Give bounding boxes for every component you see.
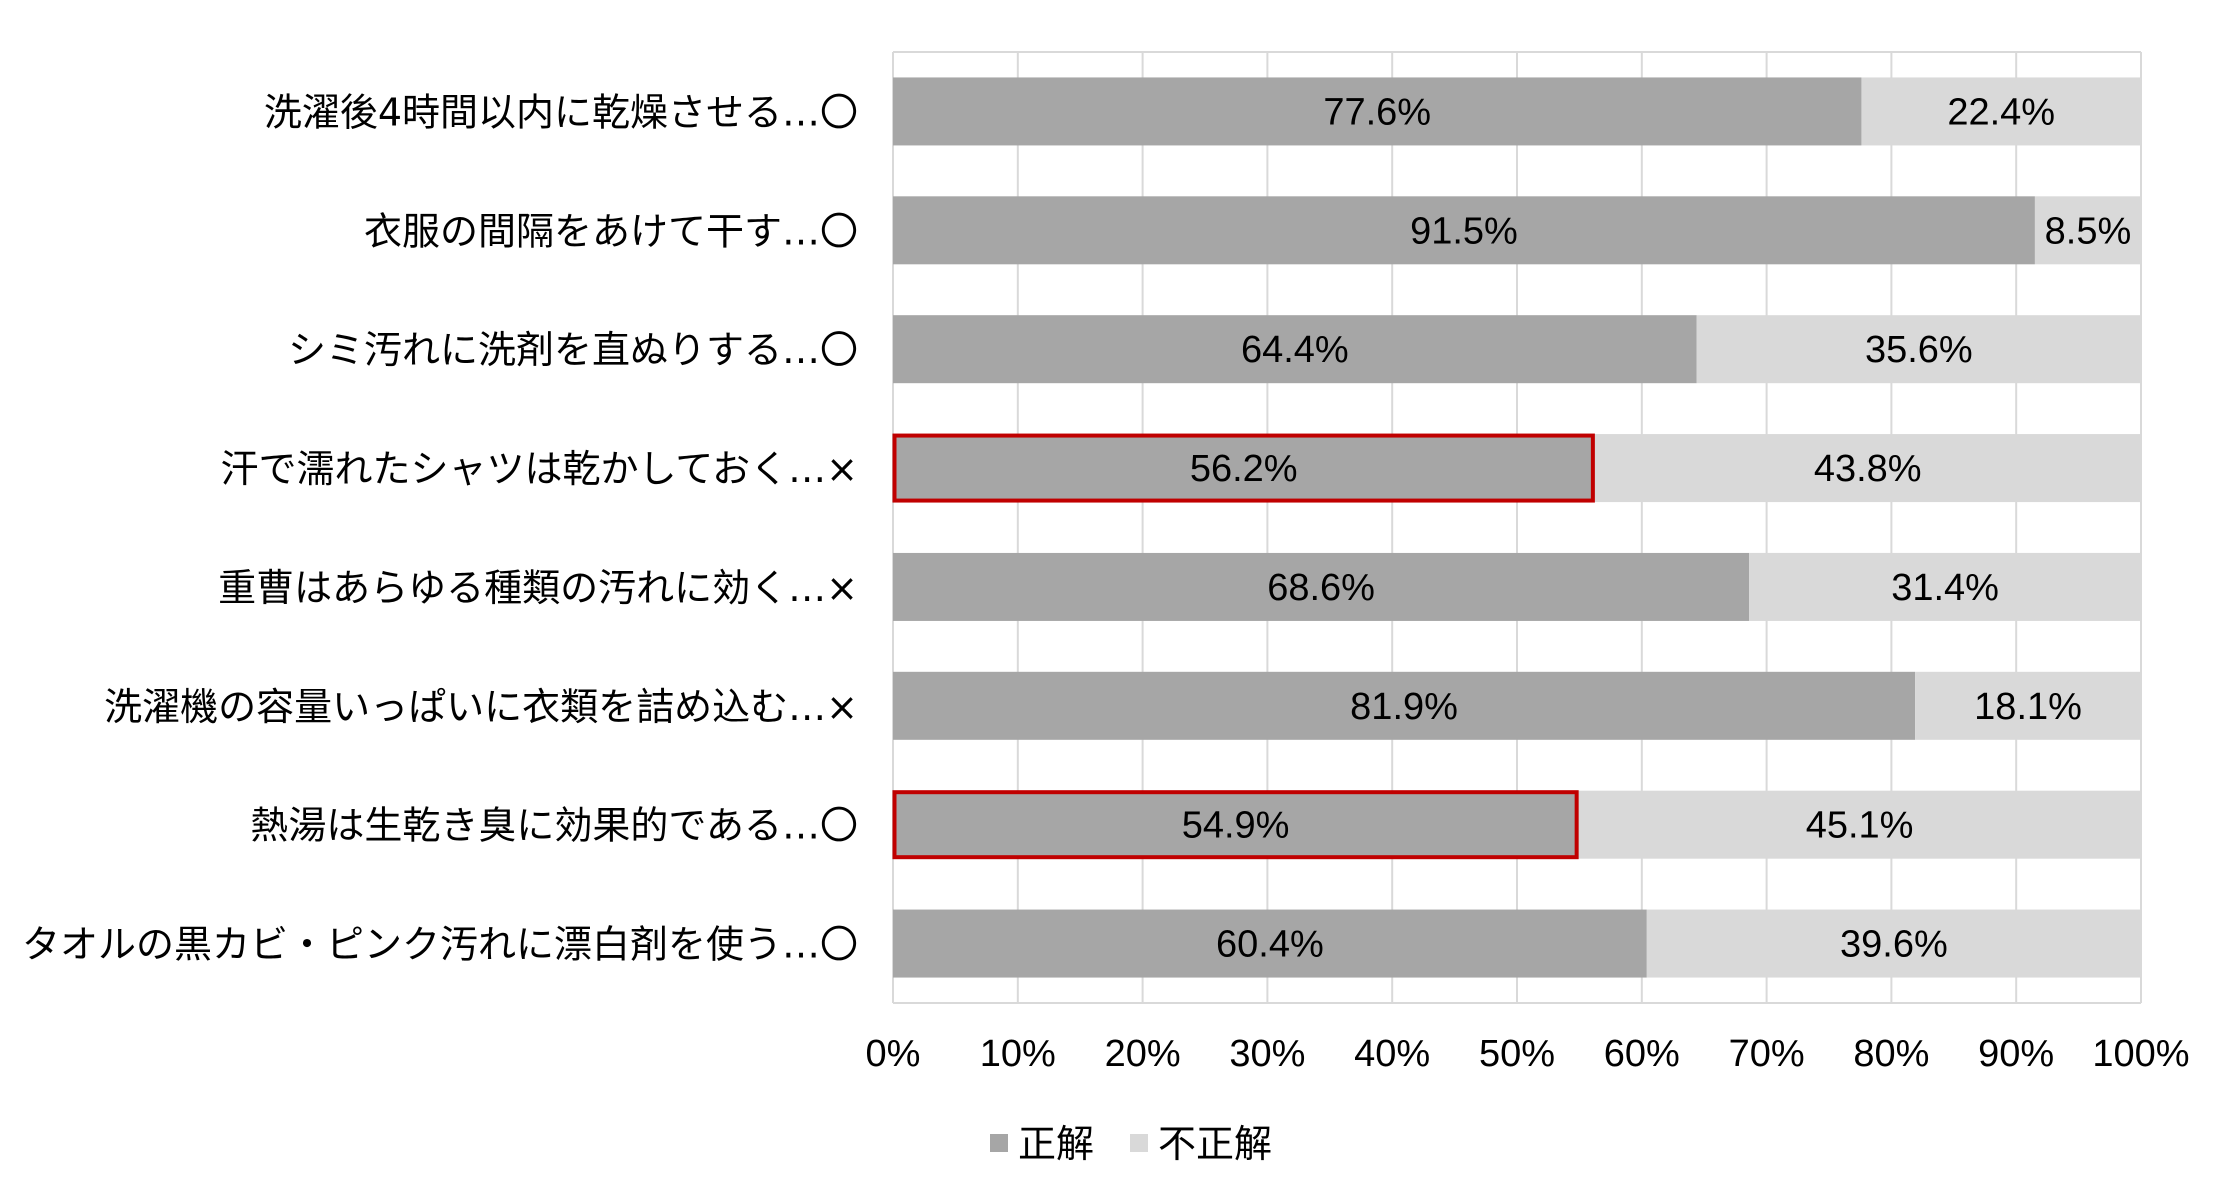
- data-label: 22.4%: [1947, 91, 2055, 133]
- category-label: 汗で濡れたシャツは乾かしておく…×: [220, 447, 858, 491]
- x-tick-label: 100%: [2092, 1033, 2189, 1075]
- bar-incorrect: [1578, 790, 2141, 859]
- bar-correct: [893, 315, 1697, 384]
- data-label: 56.2%: [1190, 448, 1298, 490]
- legend-label: 不正解: [1158, 1122, 1272, 1166]
- x-tick-label: 70%: [1729, 1033, 1805, 1075]
- highlight-box: [892, 433, 1595, 503]
- x-tick-label: 0%: [866, 1033, 921, 1075]
- x-tick-label: 50%: [1479, 1033, 1555, 1075]
- data-label: 68.6%: [1267, 567, 1375, 609]
- legend-label: 正解: [1018, 1122, 1094, 1166]
- bar-correct: [893, 909, 1647, 978]
- highlights: [892, 433, 1595, 860]
- bar-incorrect: [1915, 671, 2141, 740]
- highlight-box: [892, 790, 1579, 860]
- legend: 正解 不正解: [990, 1122, 1272, 1166]
- x-tick-label: 80%: [1853, 1033, 1929, 1075]
- bar-incorrect: [1861, 77, 2141, 146]
- bar-correct: [893, 552, 1750, 621]
- category-label: 衣服の間隔をあけて干す…〇: [364, 209, 858, 253]
- bar-correct: [893, 196, 2035, 265]
- bar-correct: [893, 790, 1579, 859]
- data-label: 45.1%: [1806, 805, 1914, 847]
- data-label: 35.6%: [1865, 329, 1973, 371]
- legend-swatch: [1130, 1134, 1148, 1152]
- x-tick-label: 30%: [1229, 1033, 1305, 1075]
- data-label: 60.4%: [1216, 924, 1324, 966]
- x-tick-label: 40%: [1354, 1033, 1430, 1075]
- data-label: 18.1%: [1974, 686, 2082, 728]
- data-label: 91.5%: [1410, 210, 1518, 252]
- data-label: 31.4%: [1891, 567, 1999, 609]
- data-label: 39.6%: [1840, 924, 1948, 966]
- category-label: シミ汚れに洗剤を直ぬりする…〇: [288, 328, 858, 372]
- gridlines: [892, 51, 2142, 1004]
- category-label: タオルの黒カビ・ピンク汚れに漂白剤を使う…〇: [22, 923, 858, 967]
- category-label: 洗濯機の容量いっぱいに衣類を詰め込む…×: [104, 685, 858, 729]
- data-label: 54.9%: [1182, 805, 1290, 847]
- data-label: 77.6%: [1323, 91, 1431, 133]
- legend-swatch: [990, 1134, 1008, 1152]
- bar-correct: [893, 434, 1595, 503]
- category-label: 洗濯後4時間以内に乾燥させる…〇: [264, 90, 858, 134]
- bar-correct: [893, 671, 1916, 740]
- bar-correct: [893, 77, 1862, 146]
- labels: 0% 10% 20% 30% 40% 50% 60% 70% 80% 90% 100% 77.6% 22…: [22, 90, 2190, 1075]
- x-tick-label: 10%: [980, 1033, 1056, 1075]
- bar-incorrect: [1749, 552, 2141, 621]
- data-label: 81.9%: [1350, 686, 1458, 728]
- data-label: 64.4%: [1241, 329, 1349, 371]
- bar-incorrect: [1594, 434, 2141, 503]
- bar-incorrect: [1646, 909, 2141, 978]
- x-tick-label: 60%: [1604, 1033, 1680, 1075]
- category-label: 熱湯は生乾き臭に効果的である…〇: [250, 804, 858, 848]
- data-label: 8.5%: [2045, 210, 2132, 252]
- data-label: 43.8%: [1814, 448, 1922, 490]
- x-tick-label: 20%: [1105, 1033, 1181, 1075]
- bar-incorrect: [2034, 196, 2141, 265]
- bar-incorrect: [1696, 315, 2141, 384]
- bars: [893, 77, 2141, 978]
- category-label: 重曹はあらゆる種類の汚れに効く…×: [218, 566, 858, 610]
- x-tick-label: 90%: [1978, 1033, 2054, 1075]
